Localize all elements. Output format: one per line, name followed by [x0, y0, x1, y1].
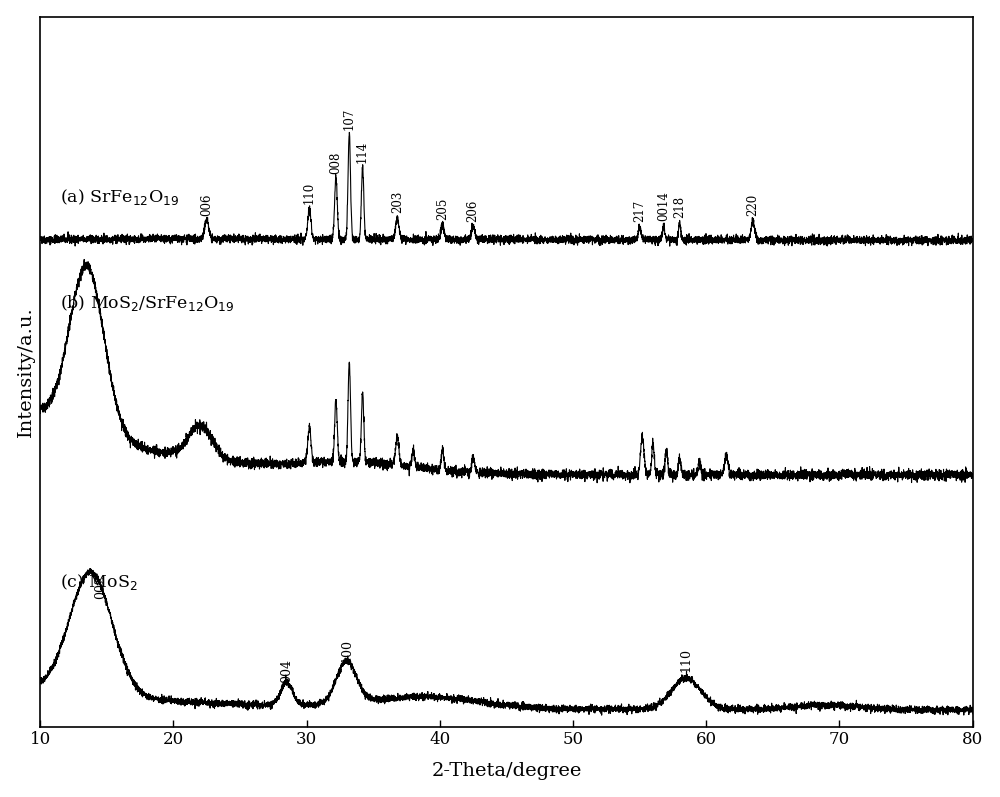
Text: 114: 114: [356, 141, 369, 163]
Y-axis label: Intensity/a.u.: Intensity/a.u.: [17, 306, 35, 437]
Text: (b) MoS$_{2}$/SrFe$_{12}$O$_{19}$: (b) MoS$_{2}$/SrFe$_{12}$O$_{19}$: [60, 293, 235, 313]
Text: 110: 110: [680, 648, 693, 672]
Text: 205: 205: [436, 198, 449, 220]
Text: 220: 220: [746, 194, 759, 216]
Text: 006: 006: [200, 193, 213, 216]
Text: 206: 206: [467, 200, 480, 222]
Text: 008: 008: [329, 152, 342, 175]
X-axis label: 2-Theta/degree: 2-Theta/degree: [431, 763, 582, 780]
Text: (a) SrFe$_{12}$O$_{19}$: (a) SrFe$_{12}$O$_{19}$: [60, 186, 179, 206]
Text: 110: 110: [303, 183, 316, 205]
Text: 004: 004: [280, 659, 293, 683]
Text: 107: 107: [343, 108, 356, 130]
Text: 100: 100: [340, 639, 353, 663]
Text: 002: 002: [94, 575, 107, 599]
Text: 203: 203: [391, 191, 404, 214]
Text: 0014: 0014: [657, 191, 670, 222]
Text: (c) MoS$_{2}$: (c) MoS$_{2}$: [60, 572, 138, 592]
Text: 218: 218: [673, 196, 686, 218]
Text: 217: 217: [633, 200, 646, 222]
